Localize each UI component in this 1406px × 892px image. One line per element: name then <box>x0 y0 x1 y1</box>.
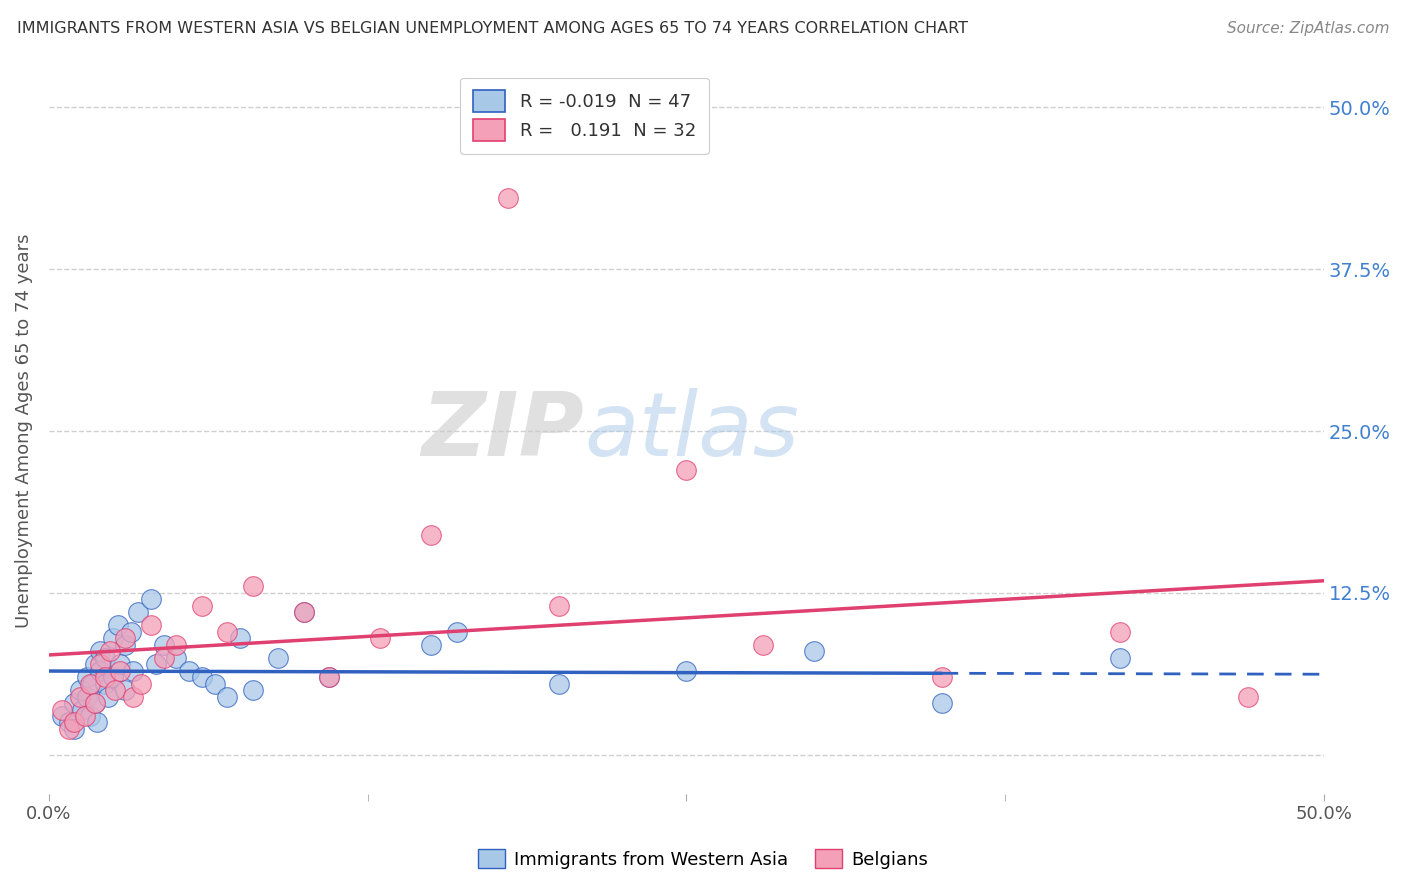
Point <box>89 664 111 678</box>
Point <box>267 650 290 665</box>
Text: IMMIGRANTS FROM WESTERN ASIA VS BELGIAN UNEMPLOYMENT AMONG AGES 65 TO 74 YEARS C: IMMIGRANTS FROM WESTERN ASIA VS BELGIAN … <box>17 21 967 37</box>
Point <box>152 650 174 665</box>
Point <box>127 606 149 620</box>
Point <box>97 690 120 704</box>
Point <box>166 650 188 665</box>
Point <box>191 599 214 613</box>
Point <box>217 624 239 639</box>
Point <box>69 683 91 698</box>
Legend: R = -0.019  N = 47, R =   0.191  N = 32: R = -0.019 N = 47, R = 0.191 N = 32 <box>460 78 709 154</box>
Point <box>58 715 80 730</box>
Point <box>94 676 117 690</box>
Point <box>675 664 697 678</box>
Point <box>110 657 132 672</box>
Point <box>83 657 105 672</box>
Point <box>86 715 108 730</box>
Point <box>76 690 98 704</box>
Point <box>101 670 124 684</box>
Point <box>110 664 132 678</box>
Point <box>83 696 105 710</box>
Point <box>76 670 98 684</box>
Point <box>51 709 73 723</box>
Point <box>292 606 315 620</box>
Point <box>89 657 111 672</box>
Point <box>166 638 188 652</box>
Point <box>242 683 264 698</box>
Point <box>63 715 86 730</box>
Point <box>931 696 953 710</box>
Point <box>79 709 101 723</box>
Point <box>1236 690 1258 704</box>
Point <box>217 690 239 704</box>
Point <box>114 638 136 652</box>
Point <box>82 676 104 690</box>
Point <box>70 702 93 716</box>
Point <box>51 702 73 716</box>
Point <box>931 670 953 684</box>
Point <box>120 624 142 639</box>
Point <box>1109 650 1132 665</box>
Point <box>63 722 86 736</box>
Point <box>675 463 697 477</box>
Point <box>548 599 571 613</box>
Point <box>548 676 571 690</box>
Point <box>104 683 127 698</box>
Point <box>107 618 129 632</box>
Point <box>446 624 468 639</box>
Point <box>152 638 174 652</box>
Point <box>79 676 101 690</box>
Point <box>114 632 136 646</box>
Point <box>1109 624 1132 639</box>
Point <box>73 709 96 723</box>
Point <box>752 638 775 652</box>
Point <box>242 579 264 593</box>
Point <box>129 676 152 690</box>
Point <box>69 690 91 704</box>
Point <box>83 696 105 710</box>
Point <box>122 664 145 678</box>
Point <box>318 670 340 684</box>
Point <box>229 632 252 646</box>
Legend: Immigrants from Western Asia, Belgians: Immigrants from Western Asia, Belgians <box>471 842 935 876</box>
Point <box>420 638 443 652</box>
Point <box>179 664 201 678</box>
Point <box>94 650 117 665</box>
Point <box>191 670 214 684</box>
Point <box>803 644 825 658</box>
Point <box>318 670 340 684</box>
Point <box>145 657 167 672</box>
Point <box>101 632 124 646</box>
Point <box>58 722 80 736</box>
Point <box>139 592 162 607</box>
Point <box>114 683 136 698</box>
Text: ZIP: ZIP <box>422 388 585 475</box>
Point <box>496 191 519 205</box>
Point <box>370 632 392 646</box>
Point <box>94 670 117 684</box>
Point <box>63 696 86 710</box>
Text: atlas: atlas <box>585 388 800 474</box>
Point <box>420 527 443 541</box>
Point <box>89 644 111 658</box>
Point <box>98 644 121 658</box>
Point <box>204 676 226 690</box>
Point <box>292 606 315 620</box>
Point <box>122 690 145 704</box>
Text: Source: ZipAtlas.com: Source: ZipAtlas.com <box>1226 21 1389 37</box>
Point <box>139 618 162 632</box>
Y-axis label: Unemployment Among Ages 65 to 74 years: Unemployment Among Ages 65 to 74 years <box>15 234 32 628</box>
